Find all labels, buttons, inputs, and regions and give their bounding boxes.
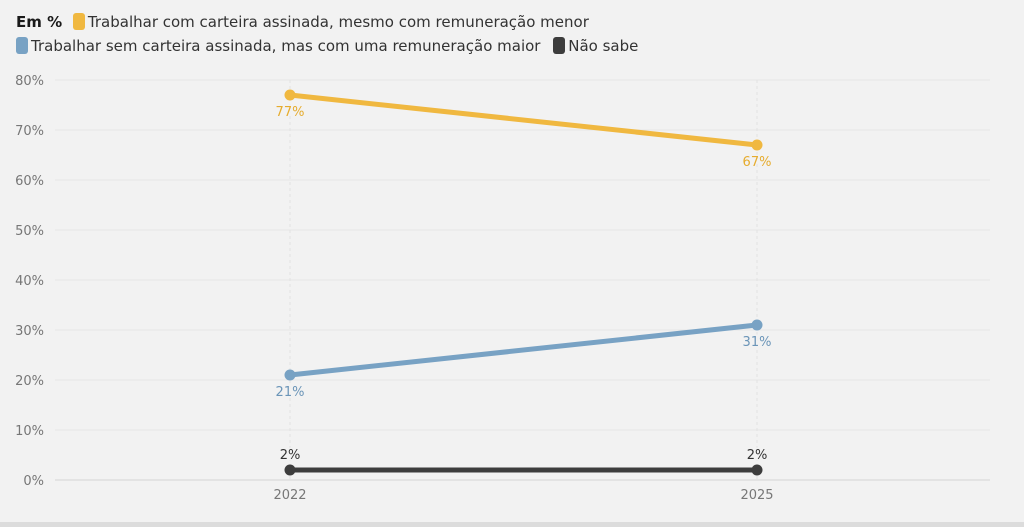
- x-tick-label: 2022: [273, 488, 306, 503]
- legend-row-2: Trabalhar sem carteira assinada, mas com…: [16, 34, 1016, 58]
- y-tick-label: 40%: [15, 274, 44, 289]
- y-tick-label: 0%: [23, 474, 44, 489]
- data-label: 31%: [743, 335, 772, 350]
- y-tick-label: 80%: [15, 74, 44, 89]
- x-tick-label: 2025: [740, 488, 773, 503]
- y-tick-label: 60%: [15, 174, 44, 189]
- legend-label-carteira-assinada: Trabalhar com carteira assinada, mesmo c…: [87, 13, 589, 31]
- legend-swatch-nao-sabe: [553, 37, 566, 54]
- y-tick-label: 20%: [15, 374, 44, 389]
- data-label: 21%: [276, 385, 305, 400]
- legend-unit-prefix: Em %: [16, 13, 63, 31]
- legend-swatch-carteira-assinada: [72, 13, 85, 30]
- legend-item-sem-carteira[interactable]: Trabalhar sem carteira assinada, mas com…: [16, 34, 540, 58]
- y-tick-label: 30%: [15, 324, 44, 339]
- data-label: 77%: [276, 105, 305, 120]
- data-point: [751, 319, 763, 331]
- data-label: 2%: [747, 448, 768, 463]
- data-label: 2%: [280, 448, 301, 463]
- series-line: [287, 92, 760, 148]
- series-line: [287, 322, 760, 378]
- data-point: [751, 464, 763, 476]
- y-tick-label: 70%: [15, 124, 44, 139]
- data-point: [284, 89, 296, 101]
- bottom-divider: [0, 522, 1024, 527]
- y-tick-label: 10%: [15, 424, 44, 439]
- data-point: [751, 139, 763, 151]
- legend-label-nao-sabe: Não sabe: [568, 37, 639, 55]
- data-point: [284, 369, 296, 381]
- data-label: 67%: [743, 155, 772, 170]
- legend: Em % Trabalhar com carteira assinada, me…: [16, 10, 1016, 58]
- data-point: [284, 464, 296, 476]
- legend-row-1: Em % Trabalhar com carteira assinada, me…: [16, 10, 1016, 34]
- legend-swatch-sem-carteira: [16, 37, 28, 54]
- legend-item-carteira-assinada[interactable]: Trabalhar com carteira assinada, mesmo c…: [72, 10, 589, 34]
- y-tick-label: 50%: [15, 224, 44, 239]
- legend-label-sem-carteira: Trabalhar sem carteira assinada, mas com…: [31, 37, 541, 55]
- legend-item-nao-sabe[interactable]: Não sabe: [553, 34, 638, 58]
